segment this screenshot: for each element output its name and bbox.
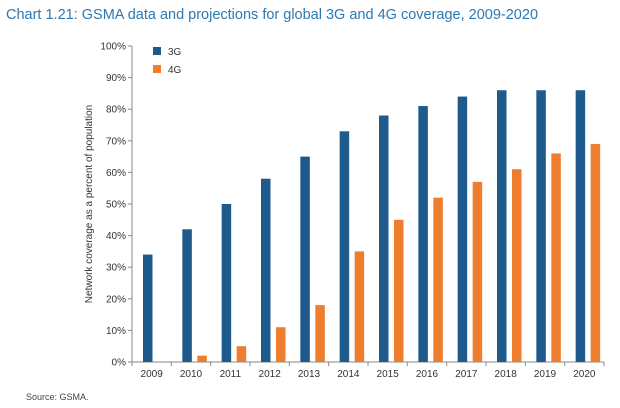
bar-3G-2012 (261, 178, 271, 362)
x-tick-label: 2010 (180, 369, 203, 380)
bar-3G-2017 (457, 96, 468, 362)
x-tick-label: 2015 (377, 369, 400, 380)
legend-label-3G: 3G (168, 47, 182, 58)
bar-4G-2017 (472, 181, 483, 362)
bar-4G-2018 (512, 169, 522, 362)
y-tick-label: 80% (106, 105, 126, 116)
x-tick-label: 2016 (416, 369, 439, 380)
legend-swatch-3G (153, 47, 161, 55)
x-tick-label: 2012 (259, 369, 282, 380)
x-tick-label: 2014 (337, 369, 360, 380)
y-tick-label: 100% (100, 42, 126, 53)
y-axis-title: Network coverage as a percent of populat… (84, 105, 95, 303)
bar-3G-2018 (497, 90, 507, 363)
y-tick-label: 10% (106, 326, 126, 337)
bar-3G-2015 (379, 115, 389, 363)
source-note: Source: GSMA. (26, 392, 89, 402)
bar-4G-2014 (354, 251, 365, 362)
bar-4G-2016 (433, 197, 443, 362)
x-tick-label: 2009 (141, 369, 164, 380)
y-tick-label: 60% (106, 168, 126, 179)
bar-3G-2013 (300, 156, 310, 362)
x-tick-label: 2019 (534, 369, 557, 380)
y-tick-label: 50% (106, 200, 126, 211)
bar-4G-2020 (590, 143, 601, 362)
y-tick-label: 30% (106, 263, 126, 274)
y-tick-label: 70% (106, 136, 126, 147)
x-tick-label: 2018 (495, 369, 518, 380)
y-tick-label: 20% (106, 294, 126, 305)
chart-title: Chart 1.21: GSMA data and projections fo… (6, 7, 539, 23)
x-tick-label: 2011 (220, 369, 242, 380)
bar-4G-2012 (276, 327, 286, 362)
bar-4G-2015 (394, 219, 404, 362)
bar-3G-2014 (339, 131, 350, 362)
bar-3G-2011 (221, 204, 232, 362)
x-tick-label: 2013 (298, 369, 321, 380)
legend-label-4G: 4G (168, 65, 182, 76)
bar-4G-2010 (197, 355, 207, 362)
x-tick-label: 2020 (573, 369, 596, 380)
x-tick-label: 2017 (455, 369, 478, 380)
bar-3G-2020 (575, 90, 586, 363)
bar-3G-2016 (418, 106, 428, 362)
y-tick-label: 40% (106, 231, 126, 242)
y-tick-label: 0% (112, 358, 127, 369)
legend-swatch-4G (153, 65, 161, 73)
bar-4G-2019 (551, 153, 561, 362)
bar-4G-2013 (315, 305, 325, 362)
bar-3G-2010 (182, 229, 192, 362)
bar-4G-2011 (236, 346, 247, 362)
bar-3G-2009 (143, 254, 153, 362)
y-tick-label: 90% (106, 73, 126, 84)
bar-3G-2019 (536, 90, 546, 363)
